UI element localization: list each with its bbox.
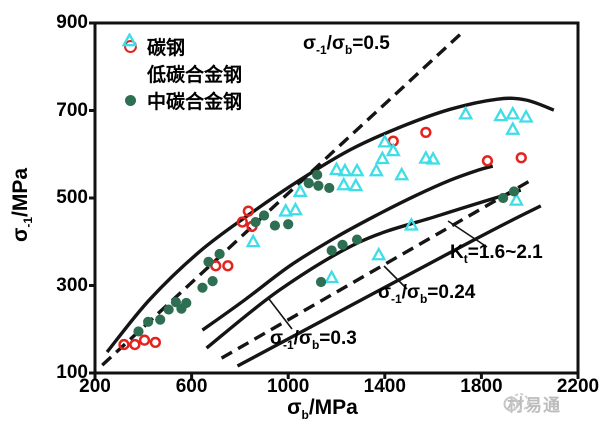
legend-label: 低碳合金钢 [147, 65, 243, 86]
data-point-低碳合金钢 [403, 216, 419, 231]
data-point-中碳合金钢 [324, 182, 335, 194]
data-point-碳钢 [129, 338, 141, 351]
data-point-中碳合金钢 [133, 326, 144, 337]
data-point-中碳合金钢 [197, 282, 208, 293]
data-point-低碳合金钢 [324, 269, 340, 284]
data-point-低碳合金钢 [377, 133, 393, 148]
y-tick-label: 900 [56, 12, 88, 33]
ratio024-leader [383, 265, 408, 290]
data-point-中碳合金钢 [203, 256, 214, 267]
data-point-低碳合金钢 [245, 233, 261, 248]
data-point-低碳合金钢 [505, 121, 521, 135]
legend: 碳钢 低碳合金钢 中碳合金钢 [122, 33, 242, 114]
data-point-中碳合金钢 [337, 239, 348, 250]
annotation-ratio-0.3: σ-1/σb=0.3 [270, 328, 357, 352]
data-point-低碳合金钢 [518, 108, 534, 123]
data-point-低碳合金钢 [374, 150, 390, 165]
data-point-低碳合金钢 [292, 183, 308, 197]
filled-circle-icon [122, 95, 138, 106]
y-tick-label: 300 [56, 274, 88, 296]
data-point-中碳合金钢 [250, 216, 261, 228]
annotation-ratio-0.24: σ-1/σb=0.24 [378, 282, 476, 306]
data-point-低碳合金钢 [368, 162, 384, 177]
data-point-低碳合金钢 [493, 107, 509, 122]
legend-item-low-carbon-alloy-steel: 低碳合金钢 [122, 33, 243, 87]
data-point-低碳合金钢 [337, 162, 353, 177]
annotation-kt-range: Kt=1.6~2.1 [450, 242, 543, 266]
open-circle-icon [122, 40, 138, 53]
x-tick-label: 2200 [556, 376, 600, 397]
x-tick-label: 1800 [460, 376, 503, 397]
data-point-低碳合金钢 [425, 150, 441, 165]
data-point-中碳合金钢 [143, 316, 154, 327]
data-point-低碳合金钢 [336, 176, 352, 191]
x-tick-label: 600 [175, 376, 208, 397]
data-point-中碳合金钢 [312, 169, 323, 180]
annotation-ratio-0.5: σ-1/σb=0.5 [303, 33, 390, 57]
data-point-低碳合金钢 [287, 201, 303, 216]
legend-item-carbon-steel: 碳钢 [122, 33, 242, 60]
data-point-中碳合金钢 [207, 276, 218, 287]
y-tick-label: 700 [56, 99, 88, 121]
data-point-低碳合金钢 [418, 149, 434, 164]
legend-label: 中碳合金钢 [147, 92, 243, 113]
data-point-低碳合金钢 [505, 105, 521, 120]
data-point-中碳合金钢 [498, 192, 509, 204]
data-point-碳钢 [138, 334, 151, 346]
data-point-中碳合金钢 [181, 297, 192, 309]
smooth-band-lower-curve [201, 164, 494, 332]
data-point-碳钢 [515, 152, 527, 164]
smooth-band-upper-curve [105, 96, 555, 354]
data-point-中碳合金钢 [163, 304, 174, 315]
legend-item-mid-carbon-alloy-steel: 中碳合金钢 [122, 87, 242, 114]
data-point-中碳合金钢 [303, 178, 314, 189]
data-point-低碳合金钢 [349, 162, 365, 177]
data-point-碳钢 [481, 155, 494, 167]
x-tick-label: 200 [79, 376, 111, 397]
notched-band-lower-line [236, 204, 542, 368]
data-point-低碳合金钢 [458, 105, 474, 120]
data-point-低碳合金钢 [348, 177, 364, 192]
data-point-低碳合金钢 [371, 246, 387, 261]
data-point-低碳合金钢 [328, 161, 345, 176]
y-tick-label: 500 [56, 187, 88, 208]
watermark-logo-icon [503, 393, 529, 412]
data-point-低碳合金钢 [508, 191, 524, 206]
data-point-中碳合金钢 [155, 314, 166, 325]
data-point-碳钢 [118, 338, 130, 351]
data-point-中碳合金钢 [258, 210, 270, 221]
data-point-低碳合金钢 [394, 166, 410, 181]
data-point-碳钢 [236, 216, 248, 228]
data-point-碳钢 [149, 336, 162, 349]
legend-label: 碳钢 [147, 38, 186, 59]
data-point-中碳合金钢 [313, 180, 324, 191]
x-axis-title: σb/MPa [287, 396, 358, 422]
data-point-低碳合金钢 [278, 202, 294, 217]
ratio03-leader [268, 298, 293, 330]
data-point-中碳合金钢 [214, 248, 225, 260]
data-point-中碳合金钢 [351, 234, 363, 245]
data-point-中碳合金钢 [269, 220, 281, 231]
data-point-低碳合金钢 [385, 142, 401, 157]
data-point-中碳合金钢 [508, 186, 520, 197]
watermark: 材易通 [503, 391, 561, 416]
data-point-碳钢 [420, 126, 432, 139]
y-tick-label: 100 [56, 362, 88, 383]
notched-band-mean-line [220, 177, 534, 360]
kt-leader [447, 220, 488, 248]
data-point-中碳合金钢 [283, 219, 294, 230]
ratio-0.5-line [101, 31, 464, 367]
data-point-碳钢 [242, 205, 255, 217]
x-tick-label: 1000 [267, 376, 310, 397]
data-point-碳钢 [222, 260, 234, 272]
data-point-中碳合金钢 [326, 245, 337, 256]
x-tick-label: 1400 [363, 376, 406, 397]
data-point-中碳合金钢 [315, 276, 327, 288]
